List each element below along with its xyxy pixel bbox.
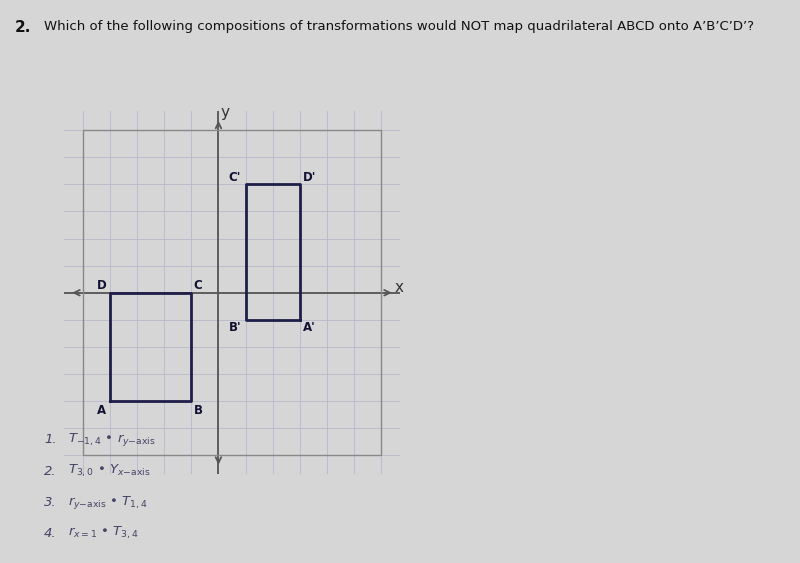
Text: A: A: [98, 404, 106, 417]
Text: $r_{y\mathrm{-axis}}$ • $T_{1,4}$: $r_{y\mathrm{-axis}}$ • $T_{1,4}$: [68, 494, 148, 511]
Text: x: x: [394, 280, 403, 295]
Text: y: y: [221, 105, 230, 120]
Text: 2.: 2.: [14, 20, 30, 35]
Text: 2.: 2.: [44, 464, 57, 478]
Text: C': C': [229, 171, 241, 184]
Text: 3.: 3.: [44, 495, 57, 509]
Text: $T_{-1,4}$ • $r_{y\mathrm{-axis}}$: $T_{-1,4}$ • $r_{y\mathrm{-axis}}$: [68, 431, 156, 448]
Text: B': B': [228, 321, 241, 334]
Text: B: B: [194, 404, 202, 417]
Text: 4.: 4.: [44, 526, 57, 540]
Text: 1.: 1.: [44, 432, 57, 446]
Text: C: C: [194, 279, 202, 293]
Text: D': D': [302, 171, 316, 184]
Text: Which of the following compositions of transformations would NOT map quadrilater: Which of the following compositions of t…: [44, 20, 754, 33]
Text: A': A': [303, 321, 316, 334]
Bar: [83, 130, 381, 455]
Text: $T_{3,0}$ • $Y_{x\mathrm{-axis}}$: $T_{3,0}$ • $Y_{x\mathrm{-axis}}$: [68, 463, 150, 480]
Text: $r_{x=1}$ • $T_{3,4}$: $r_{x=1}$ • $T_{3,4}$: [68, 525, 139, 542]
Text: D: D: [97, 279, 107, 293]
